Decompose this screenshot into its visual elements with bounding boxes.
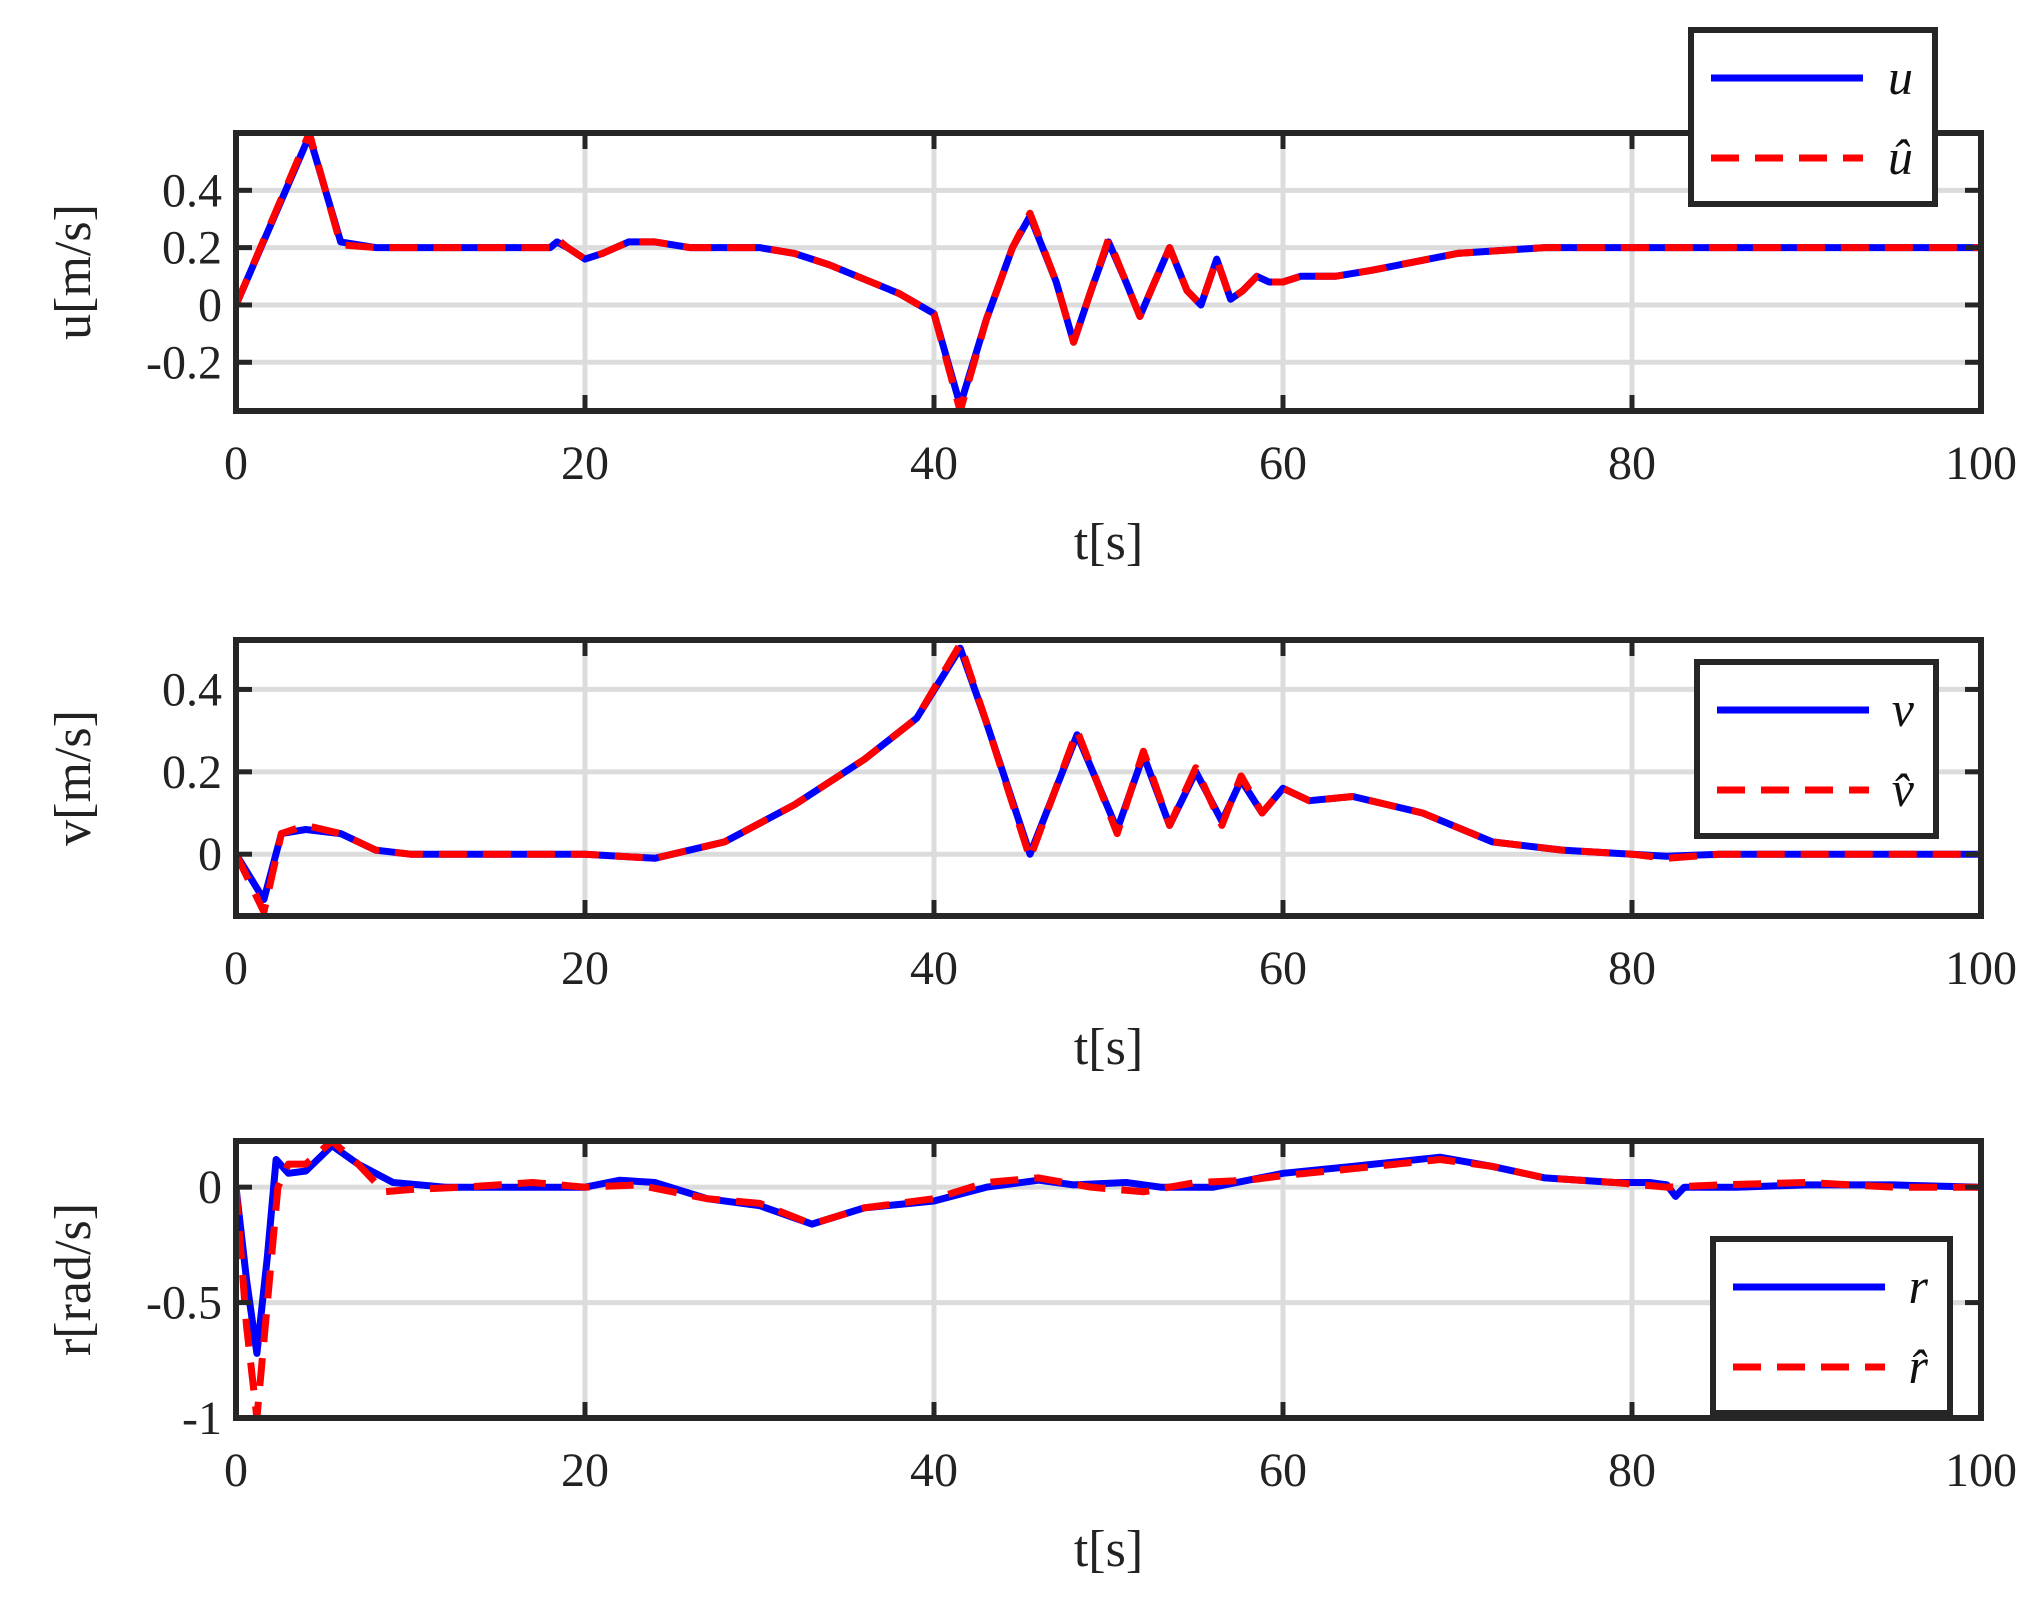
- series-line-û: [236, 133, 1981, 411]
- y-tick-label: -0.5: [146, 1277, 222, 1330]
- series-line-v̂: [236, 640, 1981, 916]
- legend-box: [1710, 1236, 1953, 1416]
- legend-entry-label: r: [1909, 1258, 1929, 1314]
- x-tick-label: 20: [561, 1444, 609, 1497]
- y-tick-label: 0: [198, 828, 222, 881]
- axes-frame: [233, 1138, 1984, 1421]
- legend-entry-label: r̂: [1909, 1338, 1929, 1394]
- legend: v v̂: [1694, 659, 1939, 839]
- x-tick-label: 80: [1608, 437, 1656, 490]
- legend-entry-label: û: [1888, 129, 1913, 185]
- y-tick-label: 0.4: [162, 164, 222, 217]
- legend-entry-label: v: [1892, 681, 1915, 737]
- legend: uû: [1688, 27, 1938, 207]
- y-tick-label: -0.2: [146, 336, 222, 389]
- series-line-r̂: [236, 1141, 1981, 1418]
- x-tick-label: 100: [1945, 1444, 2017, 1497]
- panel-3: 0 20 40 60 80 100 0 -0.5 -1 t[s] r[rad/s] r r̂: [45, 1138, 2017, 1578]
- legend-box: [1688, 27, 1938, 207]
- x-tick-label: 40: [910, 1444, 958, 1497]
- x-axis-label: t[s]: [1074, 1521, 1143, 1578]
- axes-frame: [233, 637, 1984, 919]
- y-tick-label: 0: [198, 1161, 222, 1214]
- x-tick-label: 0: [224, 942, 248, 995]
- panel-2: 0 20 40 60 80 100 0.4 0.2 0 t[s] v[m/s] v v̂: [45, 637, 2017, 1076]
- x-tick-label: 20: [561, 437, 609, 490]
- x-axis-label: t[s]: [1074, 1019, 1143, 1076]
- x-tick-label: 60: [1259, 1444, 1307, 1497]
- y-tick-label: 0.2: [162, 746, 222, 799]
- y-tick-label: 0.2: [162, 222, 222, 275]
- y-axis-label: v[m/s]: [45, 710, 102, 846]
- x-tick-label: 80: [1608, 942, 1656, 995]
- x-tick-label: 60: [1259, 437, 1307, 490]
- x-tick-label: 40: [910, 942, 958, 995]
- x-tick-label: 60: [1259, 942, 1307, 995]
- x-axis-label: t[s]: [1074, 514, 1143, 571]
- x-tick-label: 40: [910, 437, 958, 490]
- legend-entry-label: v̂: [1892, 761, 1915, 817]
- x-tick-label: 0: [224, 437, 248, 490]
- y-axis-label: u[m/s]: [45, 204, 102, 340]
- legend-box: [1694, 659, 1939, 839]
- y-tick-label: -1: [182, 1392, 222, 1445]
- x-tick-label: 0: [224, 1444, 248, 1497]
- axes-frame: [233, 130, 1984, 414]
- legend-entry-label: u: [1888, 49, 1913, 105]
- legend: r r̂: [1710, 1236, 1953, 1416]
- x-tick-label: 20: [561, 942, 609, 995]
- y-tick-label: 0: [198, 279, 222, 332]
- y-axis-label: r[rad/s]: [45, 1203, 102, 1356]
- y-tick-label: 0.4: [162, 663, 222, 716]
- x-tick-label: 100: [1945, 437, 2017, 490]
- x-tick-label: 80: [1608, 1444, 1656, 1497]
- x-tick-label: 100: [1945, 942, 2017, 995]
